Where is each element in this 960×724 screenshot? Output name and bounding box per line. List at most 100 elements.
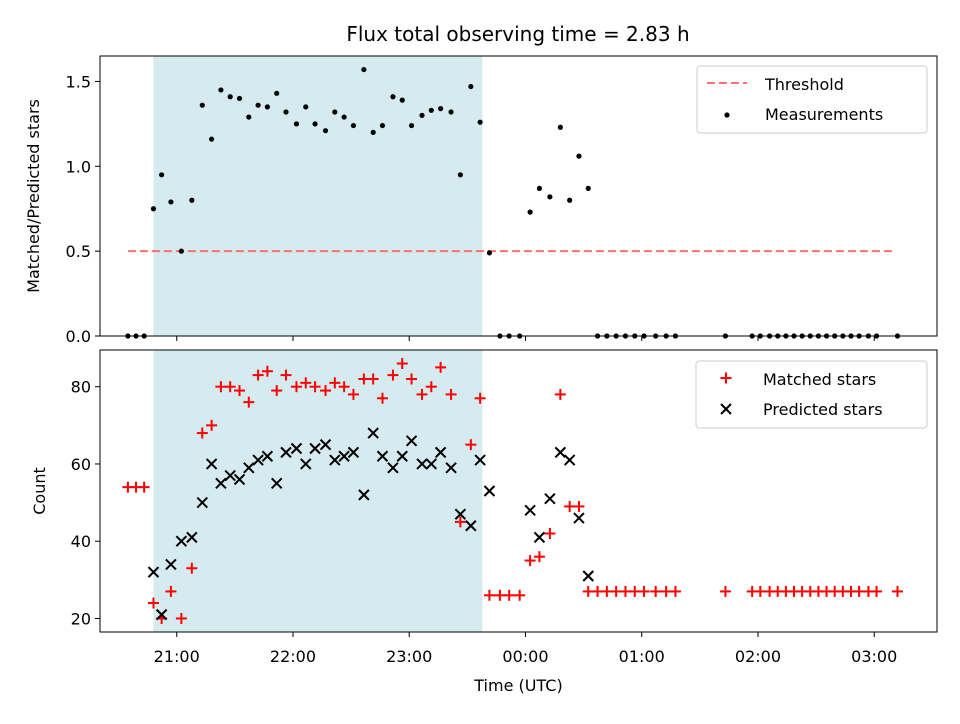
matched-star-point <box>138 481 150 493</box>
count-y-tick-label: 40 <box>71 532 91 551</box>
cross-stroke-b <box>233 473 246 486</box>
measurement-point <box>567 197 573 203</box>
cross-stroke-b <box>720 403 732 415</box>
predicted-star-point <box>563 454 576 466</box>
measurement-point <box>486 250 493 256</box>
matched-star-point <box>261 365 273 377</box>
cross-stroke-b <box>434 446 447 459</box>
cross-stroke-b <box>186 531 198 544</box>
matched-star-point <box>358 373 370 385</box>
matched-star-point <box>320 385 332 397</box>
legend-matched-label: Matched stars <box>763 370 876 389</box>
ratio-legend: Threshold Measurements <box>696 65 928 134</box>
count-y-tick-label: 80 <box>71 378 91 397</box>
ratio-x-ticks <box>176 336 875 341</box>
cross-stroke-b <box>544 493 556 505</box>
predicted-star-point <box>544 493 556 505</box>
legend-measurements-label: Measurements <box>765 105 883 124</box>
measurement-point <box>283 109 289 115</box>
predicted-star-point <box>405 435 418 447</box>
matched-star-point <box>406 373 418 385</box>
matched-star-point <box>396 358 408 370</box>
count-y-axis-label: Count <box>30 467 49 515</box>
predicted-star-point <box>573 512 585 524</box>
measurement-point <box>264 104 270 110</box>
x-tick-label: 22:00 <box>270 647 316 666</box>
cross-stroke-b <box>425 458 438 470</box>
ratio-panel: 0.0 0.5 1.0 1.5 Matched/Predicted stars Thr… <box>24 55 938 346</box>
measurement-point <box>168 199 174 205</box>
matched-star-point <box>347 388 359 400</box>
x-tick-label: 02:00 <box>735 647 781 666</box>
matched-star-point <box>147 597 159 609</box>
cross-stroke-b <box>582 570 594 582</box>
matched-star-point <box>271 385 283 397</box>
cross-stroke-b <box>155 608 168 621</box>
measurement-point <box>419 112 425 118</box>
measurement-point <box>274 90 280 96</box>
matched-star-point <box>454 516 466 528</box>
matched-star-point <box>483 589 495 601</box>
predicted-star-point <box>425 458 438 470</box>
count-legend: Matched stars Predicted stars <box>695 360 928 429</box>
cross-stroke-b <box>290 442 303 455</box>
cross-stroke-b <box>243 462 255 474</box>
predicted-star-point <box>554 446 567 459</box>
cross-stroke-b <box>396 450 408 462</box>
predicted-star-point <box>165 558 177 571</box>
matched-star-point <box>186 562 198 574</box>
legend-plus-glyph <box>720 372 732 384</box>
measurement-point <box>370 129 376 135</box>
matched-star-point <box>376 392 388 404</box>
matched-star-point <box>387 369 399 381</box>
cross-stroke-b <box>416 458 428 470</box>
measurement-point <box>428 107 434 113</box>
matched-star-point <box>309 381 321 393</box>
matched-star-point <box>669 585 681 597</box>
measurement-point <box>303 104 309 110</box>
measurement-point <box>312 121 318 127</box>
predicted-star-point <box>224 469 236 482</box>
matched-star-point <box>564 500 576 512</box>
matched-star-point <box>544 527 556 539</box>
predicted-star-point <box>474 454 486 466</box>
predicted-star-point <box>396 450 408 462</box>
legend-threshold-label: Threshold <box>764 75 844 94</box>
matched-stars-points <box>122 358 903 624</box>
predicted-star-point <box>186 531 198 544</box>
cross-stroke-b <box>224 469 236 482</box>
predicted-star-point <box>261 450 274 462</box>
matched-star-point <box>196 427 208 439</box>
cross-stroke-b <box>196 496 209 509</box>
measurement-point <box>350 122 357 129</box>
predicted-star-point <box>243 462 255 474</box>
cross-stroke-b <box>405 435 418 447</box>
matched-star-point <box>435 361 447 373</box>
cross-stroke-b <box>338 450 350 462</box>
matched-star-point <box>416 388 428 400</box>
matched-star-point <box>503 589 515 601</box>
cross-stroke-b <box>524 504 536 517</box>
matched-star-point <box>629 585 641 597</box>
x-tick-label: 01:00 <box>619 647 665 666</box>
count-panel: 20 40 60 80 21:00 22:00 23:00 00:00 01:00 02:00 0… <box>30 349 938 695</box>
measurement-point <box>236 95 243 102</box>
matched-star-point <box>338 381 350 393</box>
cross-stroke-b <box>165 558 177 571</box>
matched-star-point <box>592 585 604 597</box>
count-y-tick-label: 20 <box>71 609 91 628</box>
measurement-point <box>209 136 215 142</box>
matched-star-point <box>619 585 631 597</box>
matched-star-point <box>280 369 292 381</box>
predicted-star-point <box>533 531 546 544</box>
predicted-star-point <box>434 446 447 459</box>
predicted-star-point <box>155 608 168 621</box>
ratio-y-tick-label: 1.0 <box>66 157 91 176</box>
cross-stroke-b <box>454 508 467 520</box>
cross-stroke-b <box>445 462 457 474</box>
predicted-star-point <box>300 458 312 470</box>
cross-stroke-b <box>261 450 274 462</box>
predicted-star-point <box>205 458 218 470</box>
matched-star-point <box>445 388 457 400</box>
